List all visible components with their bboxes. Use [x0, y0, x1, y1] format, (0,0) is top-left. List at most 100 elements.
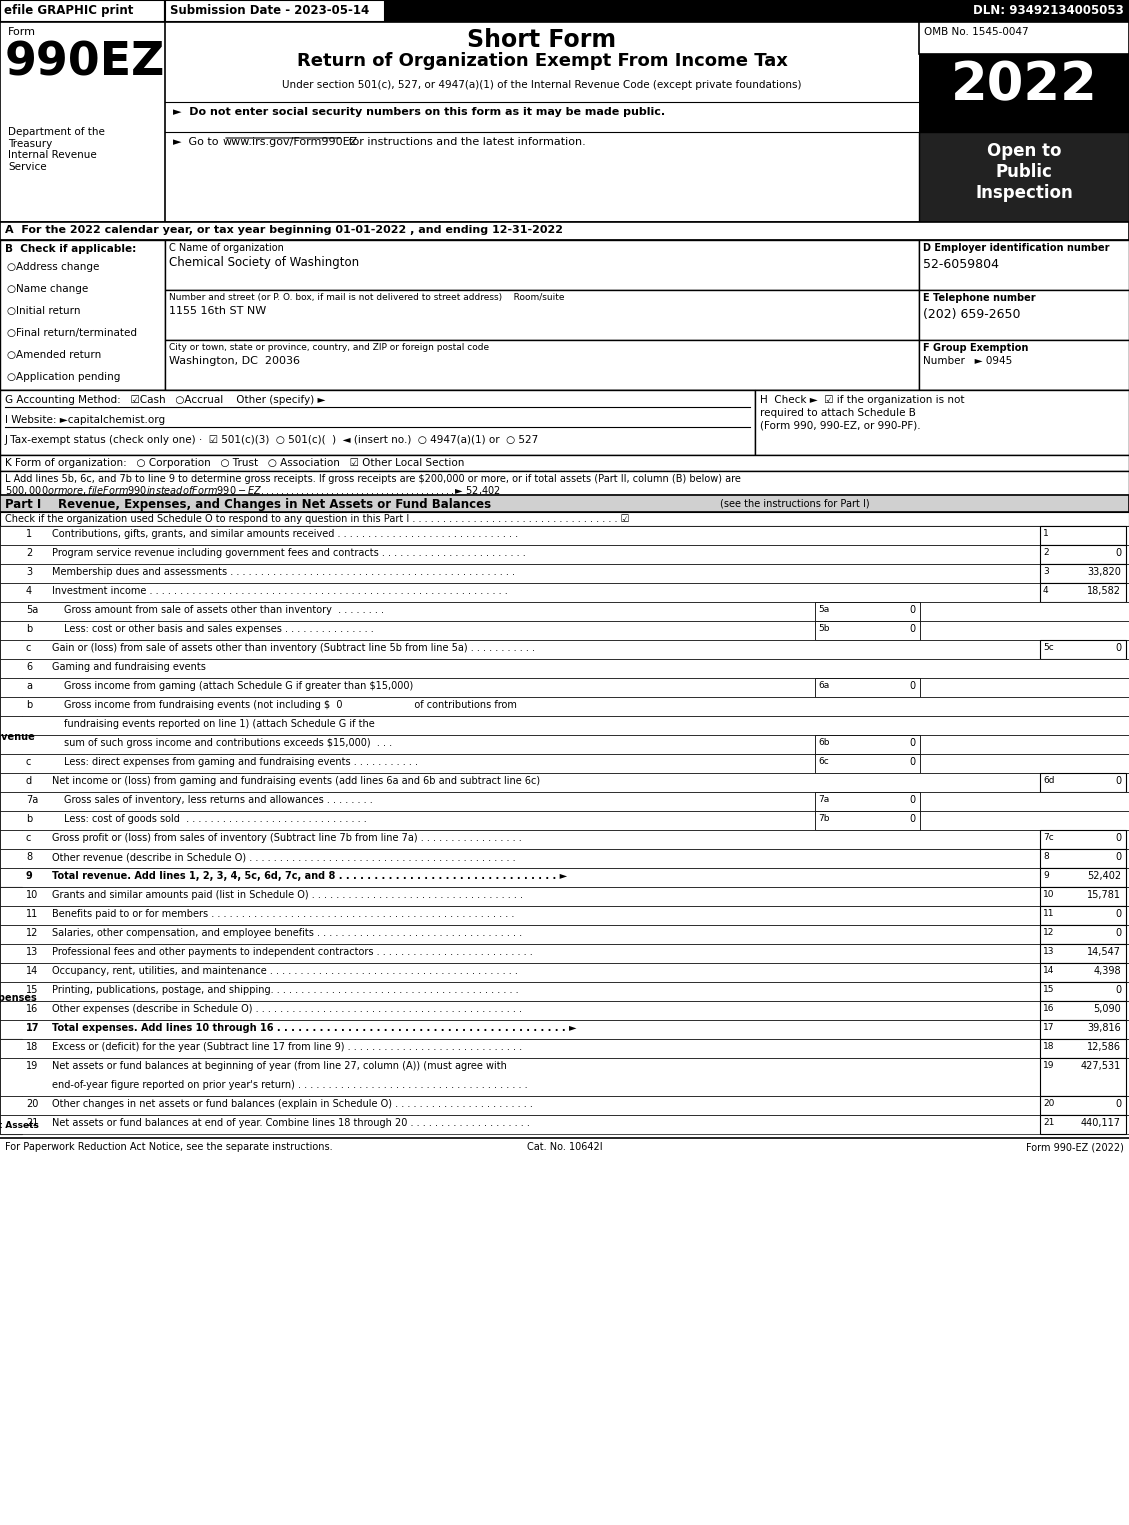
Text: 21: 21	[1043, 1118, 1054, 1127]
Text: Washington, DC  20036: Washington, DC 20036	[169, 355, 300, 366]
Bar	[0, 791, 1129, 811]
Text: 15,781: 15,781	[1087, 891, 1121, 900]
Text: 990EZ: 990EZ	[5, 40, 165, 85]
Text: 0: 0	[1114, 1100, 1121, 1109]
Text: b: b	[26, 624, 33, 634]
Text: H  Check ►  ☑ if the organization is not: H Check ► ☑ if the organization is not	[760, 395, 964, 406]
Bar	[1040, 564, 1126, 583]
Bar	[165, 0, 385, 21]
Text: 9: 9	[1043, 871, 1049, 880]
Bar	[0, 982, 1129, 1000]
Bar	[815, 753, 920, 773]
Text: 6: 6	[26, 662, 32, 673]
Text: c: c	[26, 833, 32, 843]
Text: G Accounting Method:   ☑Cash   ○Accrual    Other (specify) ►: G Accounting Method: ☑Cash ○Accrual Othe…	[5, 395, 325, 406]
Bar	[815, 735, 920, 753]
Text: 6c: 6c	[819, 756, 829, 766]
Text: 6b: 6b	[819, 738, 830, 747]
Text: 0: 0	[909, 624, 914, 634]
Text: 0: 0	[1114, 909, 1121, 920]
Bar	[1040, 962, 1126, 982]
Text: Gaming and fundraising events: Gaming and fundraising events	[52, 662, 205, 673]
Text: Submission Date - 2023-05-14: Submission Date - 2023-05-14	[170, 5, 369, 17]
Bar	[0, 0, 1129, 21]
Text: 0: 0	[909, 814, 914, 824]
Text: b: b	[26, 700, 33, 711]
Text: 2: 2	[1043, 547, 1049, 557]
Text: 18: 18	[26, 1042, 38, 1052]
Text: 7a: 7a	[819, 795, 829, 804]
Bar	[0, 496, 1129, 512]
Bar	[0, 454, 1129, 471]
Text: 427,531: 427,531	[1080, 1061, 1121, 1071]
Text: c: c	[26, 644, 32, 653]
Bar	[1040, 1039, 1126, 1058]
Text: Investment income . . . . . . . . . . . . . . . . . . . . . . . . . . . . . . . : Investment income . . . . . . . . . . . …	[52, 586, 508, 596]
Text: 5a: 5a	[26, 605, 38, 615]
Text: 17: 17	[1043, 1023, 1054, 1032]
Text: 5,090: 5,090	[1093, 1003, 1121, 1014]
Text: 10: 10	[26, 891, 38, 900]
Text: (Form 990, 990-EZ, or 990-PF).: (Form 990, 990-EZ, or 990-PF).	[760, 421, 920, 432]
Text: D Employer identification number: D Employer identification number	[924, 242, 1110, 253]
Bar	[0, 471, 1129, 496]
Bar	[0, 888, 1129, 906]
Text: 16: 16	[26, 1003, 38, 1014]
Bar	[0, 640, 1129, 659]
Text: Number and street (or P. O. box, if mail is not delivered to street address)    : Number and street (or P. O. box, if mail…	[169, 293, 564, 302]
Bar	[815, 791, 920, 811]
Text: L Add lines 5b, 6c, and 7b to line 9 to determine gross receipts. If gross recei: L Add lines 5b, 6c, and 7b to line 9 to …	[5, 474, 741, 483]
Text: A  For the 2022 calendar year, or tax year beginning 01-01-2022 , and ending 12-: A For the 2022 calendar year, or tax yea…	[5, 226, 563, 235]
Bar	[0, 906, 1129, 926]
Text: ►  Do not enter social security numbers on this form as it may be made public.: ► Do not enter social security numbers o…	[173, 107, 665, 117]
Text: 2: 2	[26, 547, 33, 558]
Text: 14: 14	[1043, 965, 1054, 974]
Bar	[1040, 1115, 1126, 1135]
Text: Gain or (loss) from sale of assets other than inventory (Subtract line 5b from l: Gain or (loss) from sale of assets other…	[52, 644, 535, 653]
Bar	[0, 697, 1129, 717]
Text: 4: 4	[1043, 586, 1049, 595]
Bar	[0, 21, 165, 223]
Text: efile GRAPHIC print: efile GRAPHIC print	[5, 5, 133, 17]
Text: F Group Exemption: F Group Exemption	[924, 343, 1029, 352]
Bar	[815, 602, 920, 621]
Text: 33,820: 33,820	[1087, 567, 1121, 576]
Text: 6d: 6d	[1043, 776, 1054, 785]
Text: Program service revenue including government fees and contracts . . . . . . . . : Program service revenue including govern…	[52, 547, 526, 558]
Text: Other revenue (describe in Schedule O) . . . . . . . . . . . . . . . . . . . . .: Other revenue (describe in Schedule O) .…	[52, 852, 516, 862]
Text: Gross amount from sale of assets other than inventory  . . . . . . . .: Gross amount from sale of assets other t…	[64, 605, 384, 615]
Bar	[0, 773, 1129, 791]
Bar	[0, 717, 1129, 735]
Bar	[1040, 1096, 1126, 1115]
Text: ○Amended return: ○Amended return	[7, 351, 102, 360]
Bar	[1040, 830, 1126, 849]
Bar	[815, 811, 920, 830]
Text: 0: 0	[1114, 644, 1121, 653]
Text: 8: 8	[26, 852, 32, 862]
Text: ○Final return/terminated: ○Final return/terminated	[7, 328, 137, 339]
Bar	[0, 583, 1129, 602]
Bar	[0, 849, 1129, 868]
Text: 0: 0	[1114, 852, 1121, 862]
Text: 52,402: 52,402	[1087, 871, 1121, 881]
Text: 0: 0	[909, 682, 914, 691]
Text: ►  Go to: ► Go to	[173, 137, 222, 146]
Text: 0: 0	[909, 605, 914, 615]
Text: Excess or (deficit) for the year (Subtract line 17 from line 9) . . . . . . . . : Excess or (deficit) for the year (Subtra…	[52, 1042, 522, 1052]
Bar	[919, 53, 1129, 133]
Text: 0: 0	[909, 756, 914, 767]
Bar	[919, 133, 1129, 223]
Bar	[1040, 888, 1126, 906]
Text: Gross profit or (loss) from sales of inventory (Subtract line 7b from line 7a) .: Gross profit or (loss) from sales of inv…	[52, 833, 522, 843]
Bar	[1040, 926, 1126, 944]
Text: Less: cost or other basis and sales expenses . . . . . . . . . . . . . . .: Less: cost or other basis and sales expe…	[64, 624, 374, 634]
Text: 0: 0	[1114, 833, 1121, 843]
Text: Gross income from gaming (attach Schedule G if greater than $15,000): Gross income from gaming (attach Schedul…	[64, 682, 413, 691]
Text: Salaries, other compensation, and employee benefits . . . . . . . . . . . . . . : Salaries, other compensation, and employ…	[52, 929, 522, 938]
Text: sum of such gross income and contributions exceeds $15,000)  . . .: sum of such gross income and contributio…	[64, 738, 392, 747]
Text: 0: 0	[1114, 929, 1121, 938]
Text: 13: 13	[26, 947, 38, 958]
Text: 5c: 5c	[1043, 644, 1053, 653]
Text: Less: direct expenses from gaming and fundraising events . . . . . . . . . . .: Less: direct expenses from gaming and fu…	[64, 756, 418, 767]
Text: Revenue: Revenue	[0, 732, 35, 741]
